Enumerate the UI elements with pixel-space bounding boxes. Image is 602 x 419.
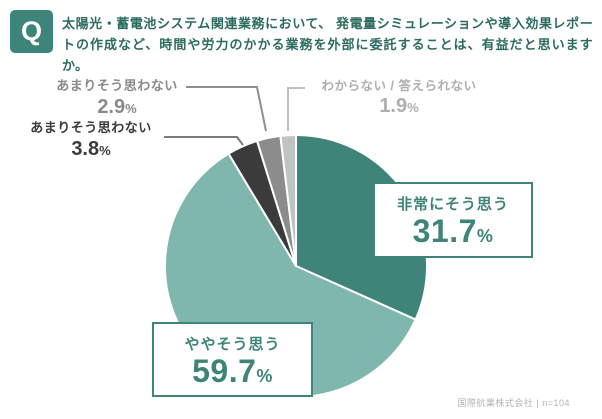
segment-label: あまりそう思わない [56, 78, 178, 93]
source-note: 国際航業株式会社 | n=104 [457, 398, 570, 408]
segment-value: 31.7% [412, 213, 494, 249]
segment-value: 2.9% [97, 95, 137, 118]
callout-amari-2-9: あまりそう思わない 2.9% [50, 78, 184, 119]
segment-value: 3.8% [71, 137, 111, 160]
pie-slice [279, 133, 297, 267]
callout-hijouni-31-7: 非常にそう思う 31.7% [373, 182, 533, 258]
segment-value: 59.7% [192, 353, 273, 389]
question-text: 太陽光・蓄電池システム関連業務において、 発電量シミュレーションや導入効果レポー… [62, 16, 593, 73]
callout-yaya-59-7: ややそう思う 59.7% [152, 322, 313, 397]
callout-wakaranai-1-9: わからない / 答えられない 1.9% [318, 79, 480, 118]
callout-amari-3-8: あまりそう思わない 3.8% [22, 120, 160, 161]
segment-value: 1.9% [379, 95, 419, 118]
question-badge: Q [10, 10, 53, 53]
segment-label: 非常にそう思う [397, 196, 509, 213]
segment-label: わからない / 答えられない [321, 79, 477, 93]
segment-label: あまりそう思わない [30, 120, 152, 135]
segment-label: ややそう思う [184, 336, 281, 353]
